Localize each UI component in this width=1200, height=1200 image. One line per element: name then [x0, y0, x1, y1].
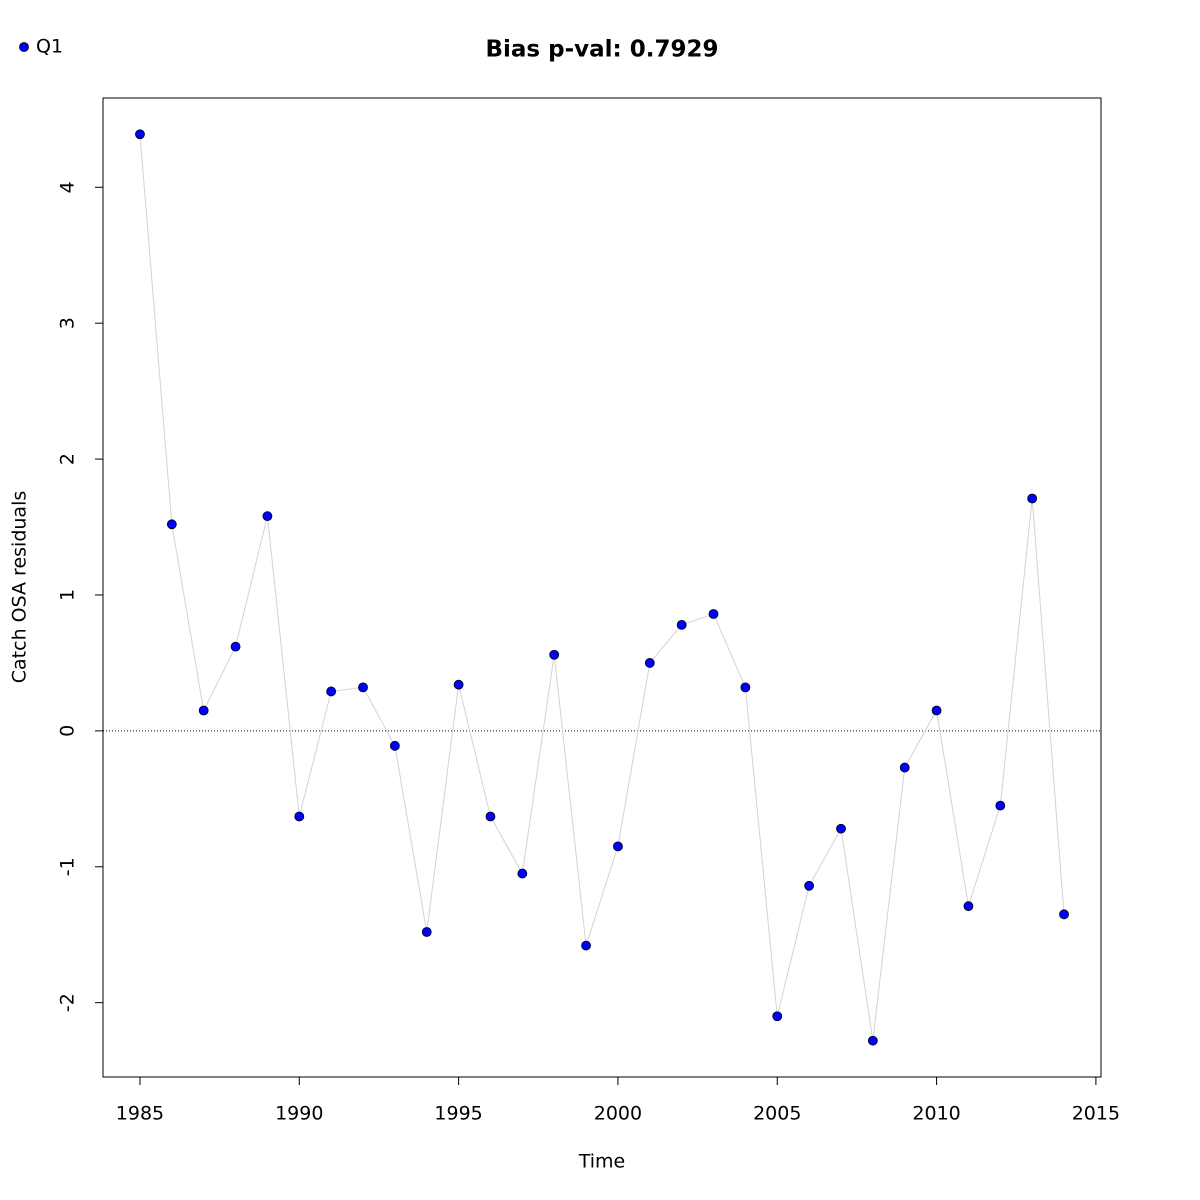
- y-tick-label: -2: [57, 993, 79, 1012]
- x-tick-label: 1995: [434, 1103, 482, 1125]
- data-point: [294, 811, 305, 822]
- data-point: [453, 679, 464, 690]
- data-point: [644, 658, 655, 668]
- data-point: [963, 901, 974, 912]
- data-point: [517, 868, 528, 879]
- x-tick-label: 2005: [753, 1103, 801, 1125]
- data-point: [135, 129, 145, 140]
- data-point: [421, 927, 432, 937]
- data-point: [262, 511, 273, 522]
- x-tick-label: 2000: [594, 1103, 642, 1125]
- y-tick-label: 0: [57, 725, 79, 737]
- y-tick-label: 3: [57, 317, 79, 329]
- data-point: [166, 519, 177, 530]
- series-line: [139, 134, 1065, 1041]
- data-point: [836, 823, 846, 834]
- y-tick-label: -1: [57, 857, 79, 876]
- data-point: [613, 841, 623, 852]
- data-point: [358, 682, 368, 693]
- x-tick-label: 2010: [912, 1103, 960, 1125]
- x-tick-label: 1985: [116, 1103, 164, 1125]
- x-tick-label: 2015: [1072, 1103, 1120, 1125]
- x-axis-label: Time: [578, 1151, 626, 1173]
- data-point: [995, 800, 1006, 811]
- y-tick-label: 2: [57, 453, 79, 465]
- data-point: [931, 705, 942, 716]
- x-tick-label: 1990: [275, 1103, 323, 1125]
- data-point: [1059, 909, 1069, 920]
- chart-title: Bias p-val: 0.7929: [486, 37, 719, 63]
- data-point: [740, 682, 751, 693]
- data-point: [198, 705, 209, 716]
- plot-frame: [102, 97, 1102, 1078]
- data-point: [485, 811, 496, 822]
- data-point: [581, 940, 591, 951]
- y-axis-label: Catch OSA residuals: [9, 491, 31, 683]
- data-point: [1027, 493, 1038, 504]
- data-point: [867, 1035, 878, 1046]
- legend-marker: [19, 42, 29, 52]
- data-point: [708, 609, 719, 619]
- data-point: [899, 762, 910, 773]
- data-point: [804, 880, 815, 891]
- data-point: [772, 1011, 783, 1022]
- data-point: [230, 641, 241, 652]
- data-point: [389, 740, 400, 751]
- y-tick-label: 1: [57, 589, 79, 601]
- data-point: [549, 649, 560, 660]
- y-tick-label: 4: [57, 181, 79, 193]
- legend-label: Q1: [36, 36, 63, 58]
- data-point: [326, 686, 337, 697]
- data-point: [676, 619, 687, 630]
